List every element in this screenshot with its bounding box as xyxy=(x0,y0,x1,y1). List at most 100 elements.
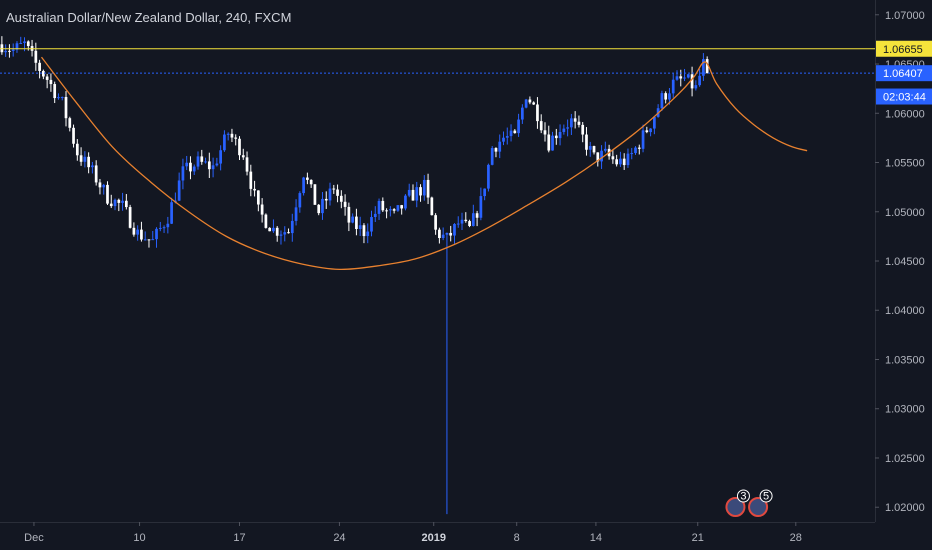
candle-body xyxy=(626,153,630,166)
candle-body xyxy=(42,70,45,77)
candle-body xyxy=(143,239,147,241)
price-tick-label: 1.02500 xyxy=(885,453,925,465)
candle-body xyxy=(8,50,11,52)
price-tick-label: 1.02000 xyxy=(885,502,925,514)
candle-body xyxy=(547,134,551,151)
candle-body xyxy=(422,179,426,196)
candle-body xyxy=(581,124,585,135)
time-tick-label: 8 xyxy=(514,532,520,544)
event-marker-icon[interactable] xyxy=(748,497,769,517)
candle-body xyxy=(490,148,494,165)
candle-body xyxy=(241,155,245,158)
candle-body xyxy=(683,77,686,79)
candle-body xyxy=(475,213,479,218)
candle-body xyxy=(162,227,166,229)
price-tick-label: 1.04500 xyxy=(885,256,925,268)
candle-body xyxy=(211,165,215,170)
candle-body xyxy=(588,146,592,150)
candle-body xyxy=(106,184,109,204)
candle-body xyxy=(155,228,158,240)
candle-body xyxy=(483,188,487,197)
price-tick-label: 1.07000 xyxy=(885,10,925,22)
candle-body xyxy=(192,166,196,172)
candle-body xyxy=(113,199,117,207)
candle-body xyxy=(566,127,569,129)
event-marker-icon[interactable] xyxy=(725,497,746,517)
candle-body xyxy=(622,158,626,166)
candle-body xyxy=(249,171,253,189)
candle-body xyxy=(532,102,536,105)
candle-body xyxy=(649,128,652,133)
candle-body xyxy=(196,156,200,167)
candle-body xyxy=(128,207,132,228)
candle-body xyxy=(513,130,517,134)
candle-body xyxy=(268,227,272,232)
price-tag-box xyxy=(876,65,932,82)
candle-body xyxy=(373,213,377,218)
candle-body xyxy=(554,135,558,139)
price-tag-label: 1.06407 xyxy=(883,68,923,80)
candle-body xyxy=(147,239,151,241)
candle-body xyxy=(200,156,204,162)
candle-body xyxy=(158,227,162,229)
candle-body xyxy=(309,179,313,185)
rounding-bottom-arc[interactable] xyxy=(40,56,808,271)
candle-body xyxy=(705,59,709,74)
time-tick-label: 10 xyxy=(133,532,145,544)
candle-body xyxy=(117,199,121,203)
candle-body xyxy=(686,74,690,78)
candle-body xyxy=(223,134,226,151)
candle-body xyxy=(287,232,290,234)
candle-body xyxy=(377,200,381,214)
candle-body xyxy=(294,207,298,221)
price-tag-box xyxy=(876,88,932,105)
candle-body xyxy=(521,107,524,120)
candle-body xyxy=(456,223,460,225)
candle-body xyxy=(57,97,60,99)
candle-body xyxy=(471,213,475,227)
candle-body xyxy=(671,79,675,94)
candle-body xyxy=(230,133,234,138)
candle-body xyxy=(630,153,634,155)
candle-body xyxy=(679,76,683,79)
candle-body xyxy=(645,130,649,133)
candle-body xyxy=(619,158,622,165)
candle-body xyxy=(38,62,41,71)
candle-body xyxy=(72,127,75,144)
candle-body xyxy=(653,116,656,129)
time-axis[interactable]: Dec 10 17 24 2019 8 14 21 28 xyxy=(24,522,802,544)
levels-layer xyxy=(0,48,875,271)
candle-body xyxy=(132,227,136,235)
price-tag-box xyxy=(876,40,932,57)
candle-body xyxy=(445,232,449,235)
candle-body xyxy=(185,162,189,167)
candle-body xyxy=(245,157,249,172)
event-count-label: 3 xyxy=(740,491,746,503)
candle-body xyxy=(121,200,124,203)
candle-body xyxy=(358,225,362,230)
candle-body xyxy=(64,96,68,119)
candle-body xyxy=(411,189,415,201)
candle-body xyxy=(91,165,94,168)
candle-body xyxy=(15,43,19,50)
candle-body xyxy=(453,224,456,236)
candle-body xyxy=(694,85,698,89)
price-tag-label: 1.06655 xyxy=(883,44,923,56)
candle-body xyxy=(75,143,79,156)
price-tick-label: 1.04000 xyxy=(885,305,925,317)
candle-body xyxy=(551,135,554,151)
candle-body xyxy=(204,161,207,163)
candle-body xyxy=(611,156,615,160)
candle-body xyxy=(94,165,98,183)
candle-body xyxy=(19,43,23,45)
candle-body xyxy=(419,187,422,196)
candle-body xyxy=(181,166,185,181)
event-count-badge xyxy=(759,489,773,503)
candle-body xyxy=(664,93,668,100)
candle-body xyxy=(53,84,57,99)
candle-body xyxy=(434,215,437,230)
